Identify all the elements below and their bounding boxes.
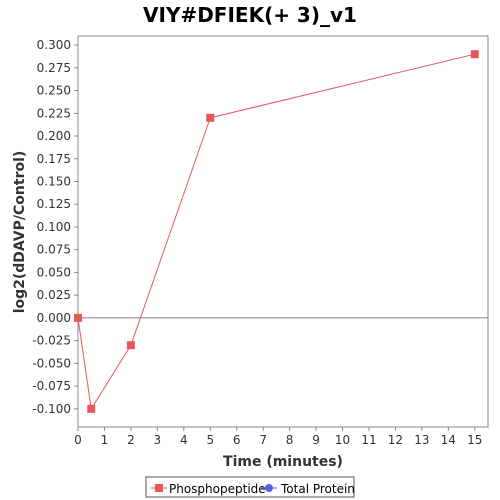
- x-tick-label: 10: [335, 433, 350, 447]
- y-tick-label: 0.250: [37, 84, 71, 98]
- y-tick-label: 0.100: [37, 220, 71, 234]
- x-tick-label: 0: [74, 433, 82, 447]
- x-axis-label: Time (minutes): [223, 454, 343, 470]
- y-tick-label: -0.100: [32, 402, 71, 416]
- legend-phosphopeptide-marker: [155, 484, 163, 492]
- x-tick-label: 7: [259, 433, 267, 447]
- x-tick-label: 1: [101, 433, 109, 447]
- y-axis-label: log2(dDAVP/Control): [12, 151, 28, 314]
- y-axis-ticks: -0.100 -0.075 -0.050 -0.025 0.000 0.025 0.050 0…: [32, 38, 78, 416]
- y-tick-label: 0.300: [37, 38, 71, 52]
- x-tick-label: 4: [180, 433, 188, 447]
- series-layer: [74, 50, 479, 413]
- x-tick-label: 9: [312, 433, 320, 447]
- y-tick-label: 0.025: [37, 288, 71, 302]
- y-tick-label: 0.150: [37, 174, 71, 188]
- x-tick-label: 14: [441, 433, 456, 447]
- x-axis-ticks: 0 1 2 3 4 5 6 7 8 9 10 11 12 13 14 15: [74, 427, 482, 447]
- data-point-phosphopeptide: [74, 313, 82, 322]
- y-tick-label: 0.125: [37, 197, 71, 211]
- data-point-phosphopeptide: [87, 404, 96, 413]
- y-tick-label: 0.275: [37, 61, 71, 75]
- legend-total-protein-label: Total Protein: [280, 482, 355, 496]
- x-tick-label: 3: [154, 433, 162, 447]
- x-tick-label: 12: [388, 433, 403, 447]
- y-tick-label: -0.075: [32, 379, 71, 393]
- data-point-phosphopeptide: [126, 341, 135, 350]
- y-tick-label: 0.075: [37, 243, 71, 257]
- x-tick-label: 15: [467, 433, 482, 447]
- x-tick-label: 5: [206, 433, 214, 447]
- legend: Phosphopeptide Total Protein: [145, 476, 355, 498]
- y-tick-label: -0.025: [32, 334, 71, 348]
- data-point-phosphopeptide: [206, 113, 215, 122]
- legend-box: [145, 476, 355, 498]
- y-tick-label: 0.000: [37, 311, 71, 325]
- legend-phosphopeptide-label: Phosphopeptide: [169, 482, 266, 496]
- legend-total-protein-marker: [265, 484, 273, 492]
- y-tick-label: 0.200: [37, 129, 71, 143]
- x-tick-label: 13: [414, 433, 429, 447]
- x-tick-label: 6: [233, 433, 241, 447]
- y-tick-label: 0.175: [37, 152, 71, 166]
- y-tick-label: 0.225: [37, 106, 71, 120]
- data-point-phosphopeptide: [470, 50, 479, 59]
- plot-area: [77, 35, 489, 428]
- chart-title: VIY#DFIEK(+ 3)_v1: [143, 3, 357, 27]
- y-tick-label: 0.050: [37, 265, 71, 279]
- x-tick-label: 8: [286, 433, 294, 447]
- y-tick-label: -0.050: [32, 356, 71, 370]
- x-tick-label: 11: [361, 433, 376, 447]
- x-tick-label: 2: [127, 433, 135, 447]
